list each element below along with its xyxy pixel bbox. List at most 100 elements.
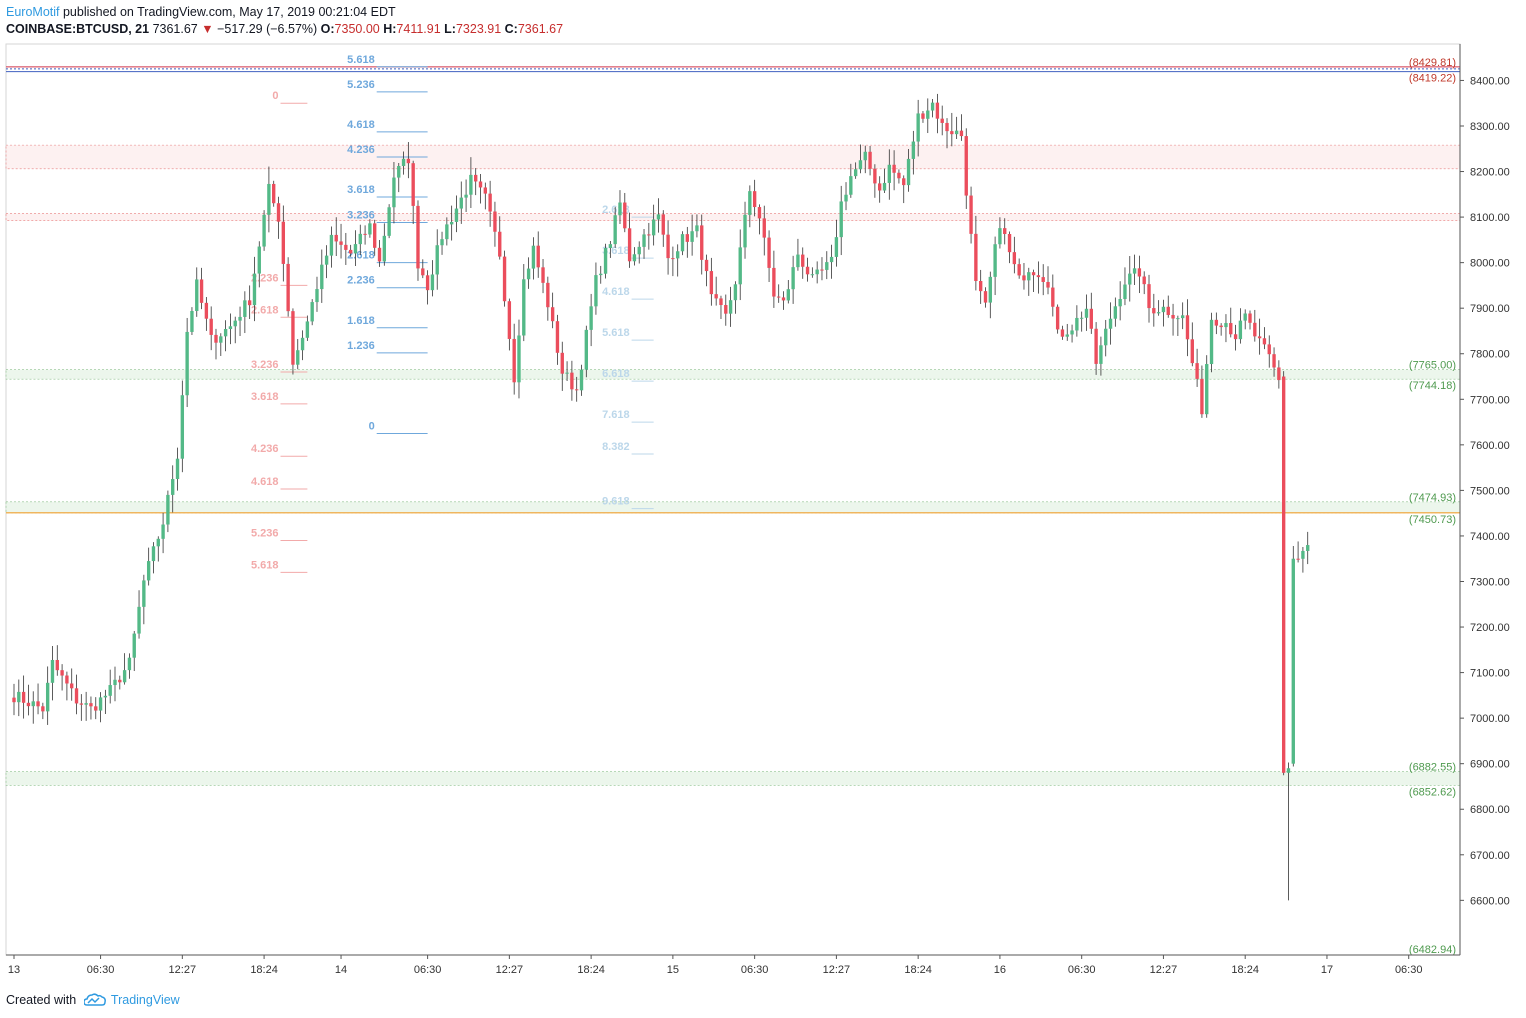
candle-down	[570, 372, 574, 390]
candle-down	[70, 683, 74, 689]
candle-down	[1137, 268, 1142, 277]
candle-up	[185, 331, 189, 396]
close-value: 7361.67	[517, 22, 564, 36]
zone-price-label-bottom: (6482.94)	[1409, 944, 1456, 956]
candle-down	[478, 181, 483, 188]
candle-down	[406, 158, 411, 164]
candle-up	[613, 215, 617, 245]
candle-up	[911, 141, 916, 159]
low-value: 7323.91	[455, 22, 502, 36]
candle-up	[440, 239, 444, 246]
candle-up	[430, 274, 435, 291]
candle-down	[36, 701, 40, 707]
candle-down	[767, 237, 771, 268]
published-text: published on TradingView.com, May 17, 20…	[62, 5, 396, 19]
zone-price-label-bottom: (7450.73)	[1409, 514, 1456, 526]
candle-up	[579, 369, 584, 391]
symbol-label[interactable]: COINBASE:BTCUSD, 21	[6, 22, 150, 36]
candle-down	[199, 279, 204, 303]
support-zone	[5, 501, 1461, 514]
candle-up	[1027, 272, 1031, 281]
candle-up	[329, 234, 334, 256]
candle-up	[459, 197, 463, 209]
zone-price-label-top: (7765.00)	[1409, 360, 1456, 372]
x-tick-label: 18:24	[1231, 964, 1259, 976]
tradingview-brand-link[interactable]: TradingView	[110, 993, 180, 1007]
fib-level-label: 2.236	[347, 275, 375, 287]
candle-down	[1147, 284, 1151, 309]
candle-up	[603, 248, 608, 274]
candle-down	[1051, 287, 1055, 307]
candle-down	[873, 168, 877, 184]
candle-down	[1003, 228, 1007, 235]
candle-down	[363, 233, 367, 235]
x-tick-label: 06:30	[741, 964, 769, 976]
candle-down	[546, 282, 550, 308]
candle-down	[74, 688, 79, 704]
candle-up	[108, 685, 112, 696]
low-label: L:	[444, 22, 456, 36]
candle-up	[926, 110, 930, 119]
x-tick-label: 12:27	[496, 964, 524, 976]
zone-price-label-bottom: (7744.18)	[1409, 380, 1456, 392]
fib-level-label: 9.618	[602, 496, 630, 508]
candle-up	[844, 194, 848, 202]
candle-up	[1108, 318, 1113, 329]
fib-level-label: 3.618	[602, 245, 630, 257]
chart-header: EuroMotif published on TradingView.com, …	[6, 4, 1406, 37]
candle-down	[41, 706, 45, 712]
candle-down	[704, 259, 709, 272]
candle-down	[1017, 264, 1021, 276]
candlesticks	[12, 93, 1310, 901]
candle-up	[1118, 299, 1122, 307]
candle-up	[175, 458, 180, 480]
fib-level-label: 3.236	[347, 210, 375, 222]
fib-level-label: 4.618	[347, 119, 375, 131]
candle-up	[930, 102, 935, 111]
y-tick-label: 6600.00	[1470, 895, 1510, 907]
candle-up	[1099, 345, 1103, 364]
y-tick-label: 7800.00	[1470, 349, 1510, 361]
y-tick-label: 8300.00	[1470, 121, 1510, 133]
candle-up	[642, 234, 646, 247]
x-tick-label: 12:27	[1150, 964, 1178, 976]
candle-up	[791, 267, 795, 290]
candle-down	[21, 691, 26, 703]
x-tick-label: 06:30	[1068, 964, 1096, 976]
candle-down	[1089, 308, 1093, 329]
candle-up	[195, 279, 199, 311]
candle-down	[964, 136, 968, 196]
candle-down	[214, 334, 218, 343]
author-link[interactable]: EuroMotif	[6, 5, 60, 19]
candle-up	[397, 165, 401, 178]
candle-up	[988, 276, 992, 303]
x-tick-label: 14	[335, 964, 347, 976]
y-tick-label: 8200.00	[1470, 167, 1510, 179]
candle-up	[589, 306, 593, 330]
y-tick-label: 7300.00	[1470, 576, 1510, 588]
candle-up	[353, 244, 358, 254]
candle-up	[315, 289, 319, 303]
fib-level-label: 7.618	[602, 409, 630, 421]
candle-down	[536, 245, 540, 268]
candle-up	[151, 546, 156, 562]
candle-down	[512, 338, 516, 383]
candle-up	[156, 538, 160, 547]
open-label: O:	[320, 22, 335, 36]
candle-up	[738, 247, 742, 285]
candle-down	[1296, 558, 1300, 560]
candle-down	[1094, 328, 1098, 364]
candle-down	[752, 191, 757, 208]
candle-up	[449, 221, 454, 225]
fib-level-label: 4.236	[347, 144, 375, 156]
candle-up	[1084, 308, 1089, 318]
candle-down	[339, 241, 343, 245]
candle-down	[560, 352, 564, 374]
candle-down	[772, 267, 776, 297]
candle-up	[127, 657, 132, 671]
candle-up	[839, 201, 843, 238]
candle-down	[950, 131, 954, 135]
candle-up	[954, 130, 959, 135]
candle-up	[305, 321, 310, 338]
